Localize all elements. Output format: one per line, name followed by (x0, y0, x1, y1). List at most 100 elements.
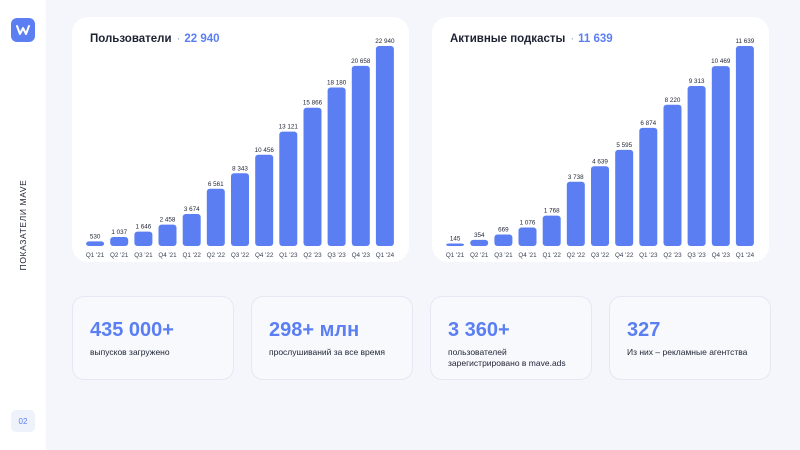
podcasts-bar (615, 149, 634, 246)
podcasts-value-label: 11 639 (736, 38, 755, 45)
podcasts-category-label: Q2 '21 (470, 252, 489, 259)
podcasts-bar (711, 66, 730, 246)
users-value-label: 8 343 (232, 165, 248, 172)
stat-description: Из них – рекламные агентства (627, 347, 748, 357)
podcasts-category-label: Q2 '23 (663, 252, 682, 259)
users-bar-chart: 530 Q1 '21 1 037 Q2 '21 1 646 Q3 '21 2 458 Q4 '… (86, 38, 395, 259)
podcasts-category-label: Q1 '24 (736, 252, 755, 259)
podcasts-value-label: 9 313 (689, 78, 705, 85)
users-bar (303, 107, 322, 246)
users-category-label: Q2 '22 (207, 252, 226, 259)
users-value-label: 10 456 (255, 147, 275, 154)
stat-value: 3 360+ (448, 319, 510, 341)
users-bar (375, 46, 394, 246)
users-value-label: 6 561 (208, 181, 224, 188)
title-separator: · (570, 33, 575, 45)
users-value-label: 3 674 (184, 206, 200, 213)
podcasts-category-label: Q1 '21 (446, 252, 465, 259)
users-bar (158, 224, 177, 246)
users-title-text: Пользователи (90, 33, 172, 45)
podcasts-value-label: 5 595 (616, 142, 632, 149)
users-chart-card: Пользователи · 22 940 530 Q1 '21 1 037 Q2 '21… (72, 17, 409, 262)
stat-description: выпусков загружено (90, 347, 170, 357)
users-category-label: Q1 '22 (183, 252, 202, 259)
stat-card-agencies: 327 Из них – рекламные агентства (609, 296, 771, 380)
users-value-label: 13 121 (279, 124, 299, 131)
mave-logo-icon[interactable] (11, 18, 35, 42)
users-value-label: 20 658 (351, 58, 371, 65)
stat-card-episodes: 435 000+ выпусков загружено (72, 296, 234, 380)
podcasts-value-label: 4 639 (592, 158, 608, 165)
users-bar (86, 241, 105, 246)
podcasts-bar (687, 86, 706, 246)
podcasts-title-text: Активные подкасты (450, 33, 566, 45)
podcasts-value-label: 10 469 (711, 58, 731, 65)
podcasts-bar (494, 234, 513, 246)
users-category-label: Q3 '21 (134, 252, 153, 259)
podcasts-chart-card: Активные подкасты · 11 639 145 Q1 '21 354 Q2 … (432, 17, 769, 262)
users-value-label: 1 646 (136, 224, 152, 231)
users-bar (279, 131, 298, 246)
users-value-label: 22 940 (375, 38, 395, 45)
podcasts-value-label: 6 874 (640, 120, 656, 127)
users-bar (110, 237, 129, 246)
users-total: 22 940 (184, 33, 220, 45)
page-number: 02 (11, 410, 35, 432)
podcasts-category-label: Q4 '22 (615, 252, 634, 259)
podcasts-bar (566, 181, 585, 246)
users-bar (134, 231, 153, 246)
users-category-label: Q2 '21 (110, 252, 129, 259)
podcasts-bar (518, 227, 537, 246)
stat-value: 298+ млн (269, 319, 360, 341)
podcasts-category-label: Q4 '21 (518, 252, 537, 259)
podcasts-value-label: 354 (474, 232, 485, 239)
podcasts-category-label: Q1 '22 (543, 252, 562, 259)
podcasts-category-label: Q1 '23 (639, 252, 658, 259)
podcasts-value-label: 1 076 (520, 220, 536, 227)
podcasts-bar (639, 127, 658, 246)
stat-card-ads-users: 3 360+ пользователей зарегистрировано в … (430, 296, 592, 380)
stat-value: 327 (627, 319, 661, 341)
podcasts-value-label: 145 (450, 236, 461, 243)
stat-value: 435 000+ (90, 319, 174, 341)
users-value-label: 18 180 (327, 80, 347, 87)
podcasts-value-label: 3 738 (568, 174, 584, 181)
users-value-label: 2 458 (160, 217, 176, 224)
users-value-label: 530 (90, 233, 101, 240)
users-category-label: Q1 '23 (279, 252, 298, 259)
users-bar (206, 188, 225, 246)
podcasts-chart-title: Активные подкасты · 11 639 (450, 33, 613, 45)
users-category-label: Q4 '21 (158, 252, 177, 259)
podcasts-total: 11 639 (578, 33, 613, 45)
podcasts-bar (591, 166, 609, 246)
sidebar: ПОКАЗАТЕЛИ MAVE 02 (0, 0, 46, 450)
users-category-label: Q2 '23 (303, 252, 322, 259)
podcasts-category-label: Q3 '22 (591, 252, 610, 259)
stat-description: пользователей зарегистрировано в mave.ad… (448, 347, 566, 368)
podcasts-value-label: 8 220 (665, 97, 681, 104)
users-bar (255, 154, 274, 246)
podcasts-bar (446, 243, 465, 246)
users-category-label: Q3 '22 (231, 252, 250, 259)
podcasts-value-label: 1 768 (544, 208, 560, 215)
title-separator: · (176, 33, 181, 45)
podcasts-bar (735, 46, 754, 246)
users-value-label: 15 866 (303, 100, 323, 107)
users-category-label: Q1 '21 (86, 252, 105, 259)
podcasts-value-label: 669 (498, 227, 509, 234)
podcasts-category-label: Q2 '22 (567, 252, 586, 259)
users-bar (351, 65, 370, 247)
users-category-label: Q3 '23 (327, 252, 346, 259)
podcasts-bar (542, 215, 561, 246)
section-label: ПОКАЗАТЕЛИ MAVE (18, 179, 28, 271)
users-bar (182, 214, 201, 246)
users-chart-title: Пользователи · 22 940 (90, 33, 220, 45)
stat-description: прослушиваний за все время (269, 347, 385, 357)
users-category-label: Q1 '24 (376, 252, 395, 259)
podcasts-bar (663, 104, 682, 246)
users-bar (327, 87, 346, 246)
podcasts-bar (470, 239, 489, 246)
stat-card-listens: 298+ млн прослушиваний за все время (251, 296, 413, 380)
podcasts-category-label: Q3 '21 (494, 252, 513, 259)
podcasts-category-label: Q4 '23 (712, 252, 731, 259)
